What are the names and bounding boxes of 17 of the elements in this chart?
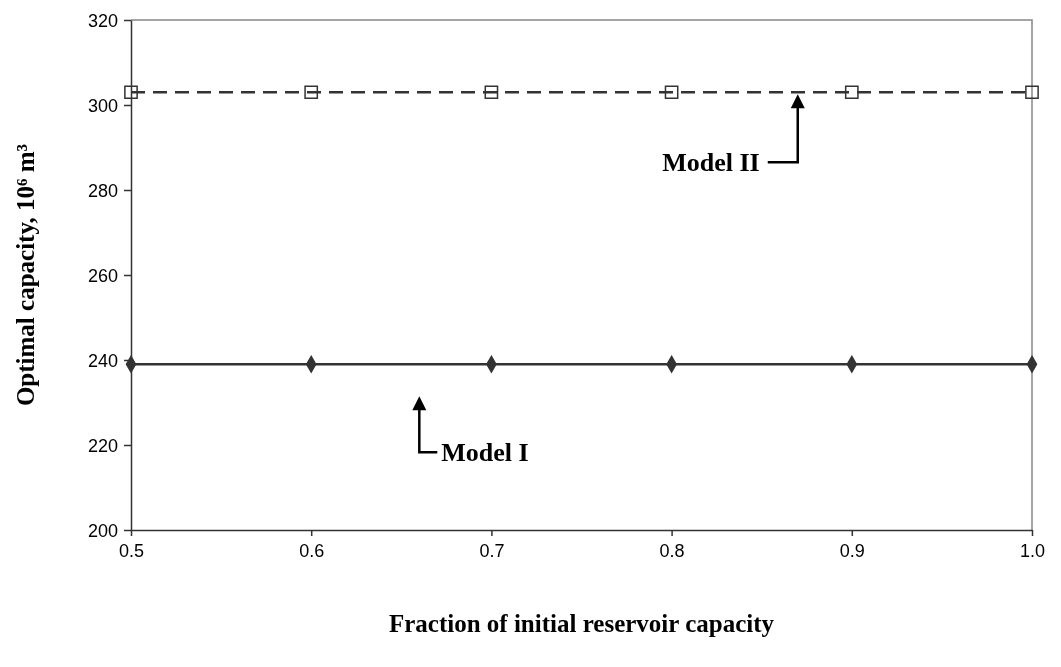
y-tick-label: 280 (87, 180, 118, 201)
x-tick-label: 0.7 (479, 540, 505, 561)
y-tick-label: 300 (87, 95, 118, 116)
y-tick-label: 260 (87, 265, 118, 286)
y-tick-label: 240 (87, 350, 118, 371)
x-tick-label: 0.8 (659, 540, 685, 561)
y-axis-title: Optimal capacity, 10⁶ m³ (12, 143, 39, 407)
y-tick-label: 320 (87, 10, 118, 31)
annotation: Model I (441, 438, 529, 468)
x-tick-label: 0.6 (299, 540, 325, 561)
x-tick-label: 0.5 (118, 540, 145, 561)
x-tick-label: 0.9 (839, 540, 865, 561)
x-axis-title: Fraction of initial reservoir capacity (388, 610, 775, 637)
annotation: Model II (662, 148, 760, 178)
y-tick-label: 220 (87, 435, 118, 456)
x-tick-label: 1.0 (1019, 540, 1046, 561)
y-tick-label: 200 (87, 520, 118, 541)
